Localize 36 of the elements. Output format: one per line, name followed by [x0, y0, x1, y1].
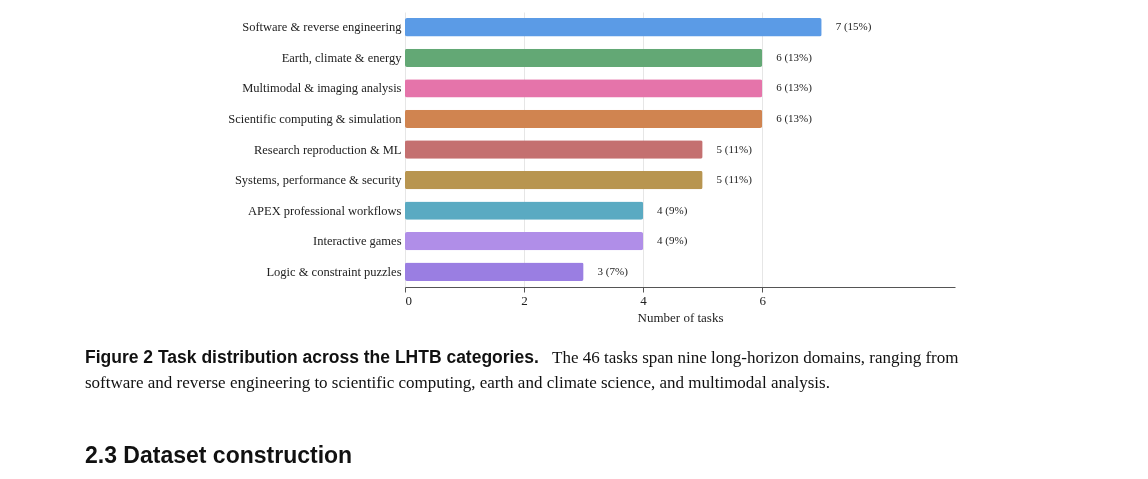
- x-tick-label: 6: [759, 292, 767, 308]
- bar: [405, 109, 763, 129]
- data-label: 6 (13%): [776, 81, 813, 95]
- y-tick-label: APEX professional workflows: [248, 203, 402, 218]
- bar: [405, 232, 644, 251]
- bar: [405, 262, 584, 281]
- bar: [405, 79, 763, 98]
- x-axis-title: Number of tasks: [637, 309, 724, 325]
- text: The 46 tasks span nine long-horizon domains, ranging from: [552, 348, 959, 367]
- bar: [405, 18, 822, 37]
- bar: [405, 140, 703, 159]
- x-tick-label: 4: [640, 292, 648, 308]
- data-label: 6 (13%): [776, 50, 813, 64]
- data-label: 6 (13%): [776, 111, 813, 125]
- caption: Figure 2 Task distribution across the LHTB categories.: [85, 347, 539, 367]
- text: software and reverse engineering to scientific computing, earth and climate science, and multimodal analysis.: [85, 373, 830, 392]
- x-tick-label: 2: [521, 292, 528, 308]
- text: 2.3 Dataset construction: [85, 442, 353, 468]
- y-tick-label: Scientific computing & simulation: [228, 111, 403, 126]
- y-tick-label: Research reproduction & ML: [253, 142, 402, 157]
- y-tick-label: Software & reverse engineering: [242, 20, 403, 35]
- y-tick-label: Logic & constraint puzzles: [266, 264, 402, 279]
- y-tick-label: Systems, performance & security: [234, 173, 403, 188]
- bar: [405, 170, 703, 190]
- y-tick-label: Multimodal & imaging analysis: [242, 81, 402, 96]
- bar: [405, 201, 644, 220]
- data-label: 4 (9%): [657, 234, 688, 248]
- y-tick-label: Interactive games: [313, 234, 402, 249]
- data-label: 7 (15%): [835, 20, 872, 34]
- x-tick-label: 0: [405, 292, 412, 308]
- data-label: 5 (11%): [716, 173, 753, 187]
- data-label: 5 (11%): [716, 142, 753, 156]
- y-tick-label: Earth, climate & energy: [281, 50, 403, 65]
- data-label: 4 (9%): [657, 203, 688, 217]
- bar: [405, 48, 763, 67]
- data-label: 3 (7%): [597, 264, 629, 278]
